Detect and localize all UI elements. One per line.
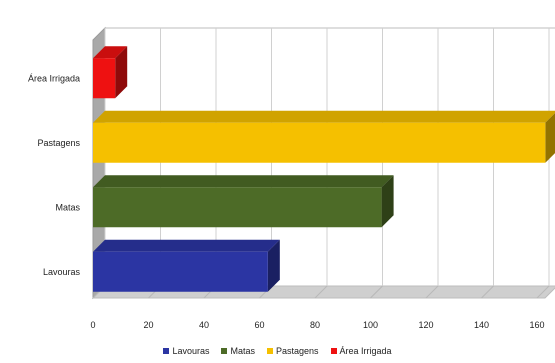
x-tick-label: 80	[310, 320, 320, 330]
bar-matas	[93, 175, 394, 228]
legend-label: Pastagens	[275, 346, 319, 356]
legend-label: Área Irrigada	[339, 346, 392, 356]
bar-front	[93, 58, 116, 99]
legend-label: Lavouras	[172, 346, 210, 356]
bar-side	[267, 239, 280, 292]
bar-lavouras	[93, 239, 280, 292]
floor-grid-line	[370, 285, 383, 299]
bar-front	[93, 251, 268, 292]
legend-item: Pastagens	[266, 346, 319, 356]
bar-side	[115, 46, 128, 99]
legend-item: Área Irrigada	[330, 346, 392, 356]
legend-swatch	[163, 348, 170, 354]
bars	[93, 46, 555, 292]
category-label: Pastagens	[37, 138, 80, 148]
legend-label: Matas	[230, 346, 255, 356]
bar-top	[93, 46, 128, 59]
bar-side	[545, 113, 555, 163]
legend: Lavouras Matas Pastagens Área Irrigada	[0, 343, 555, 359]
x-tick-label: 160	[529, 320, 544, 330]
legend-item: Lavouras	[163, 346, 209, 356]
floor-grid-line	[425, 285, 439, 299]
bar-pastagens	[93, 110, 555, 163]
floor-grid-line	[314, 285, 328, 299]
legend-swatch	[330, 348, 337, 354]
floor-grid-line	[536, 285, 550, 299]
y-axis-categories: Lavouras Matas Pastagens Área Irrigada	[28, 73, 81, 277]
category-label: Área Irrigada	[28, 73, 80, 83]
legend-item: Matas	[221, 346, 255, 356]
bar-top	[93, 175, 394, 188]
bar-top	[93, 110, 555, 123]
category-label: Matas	[55, 202, 80, 212]
bar-front	[93, 187, 382, 228]
bar--rea-irrigada	[93, 46, 128, 99]
category-label: Lavouras	[43, 267, 81, 277]
floor-grid-line	[481, 285, 494, 299]
bar-side	[381, 175, 394, 228]
bar-front	[93, 122, 546, 163]
x-tick-label: 100	[363, 320, 378, 330]
x-tick-label: 140	[474, 320, 489, 330]
bar-top	[93, 239, 280, 252]
x-tick-label: 40	[199, 320, 209, 330]
x-tick-label: 0	[90, 320, 95, 330]
x-tick-label: 20	[143, 320, 153, 330]
x-tick-label: 120	[418, 320, 433, 330]
x-tick-label: 60	[254, 320, 264, 330]
x-axis-ticks: 0 20 40 60 80 100 120 140 160	[90, 320, 544, 330]
legend-swatch	[221, 348, 228, 354]
legend-swatch	[266, 348, 273, 354]
